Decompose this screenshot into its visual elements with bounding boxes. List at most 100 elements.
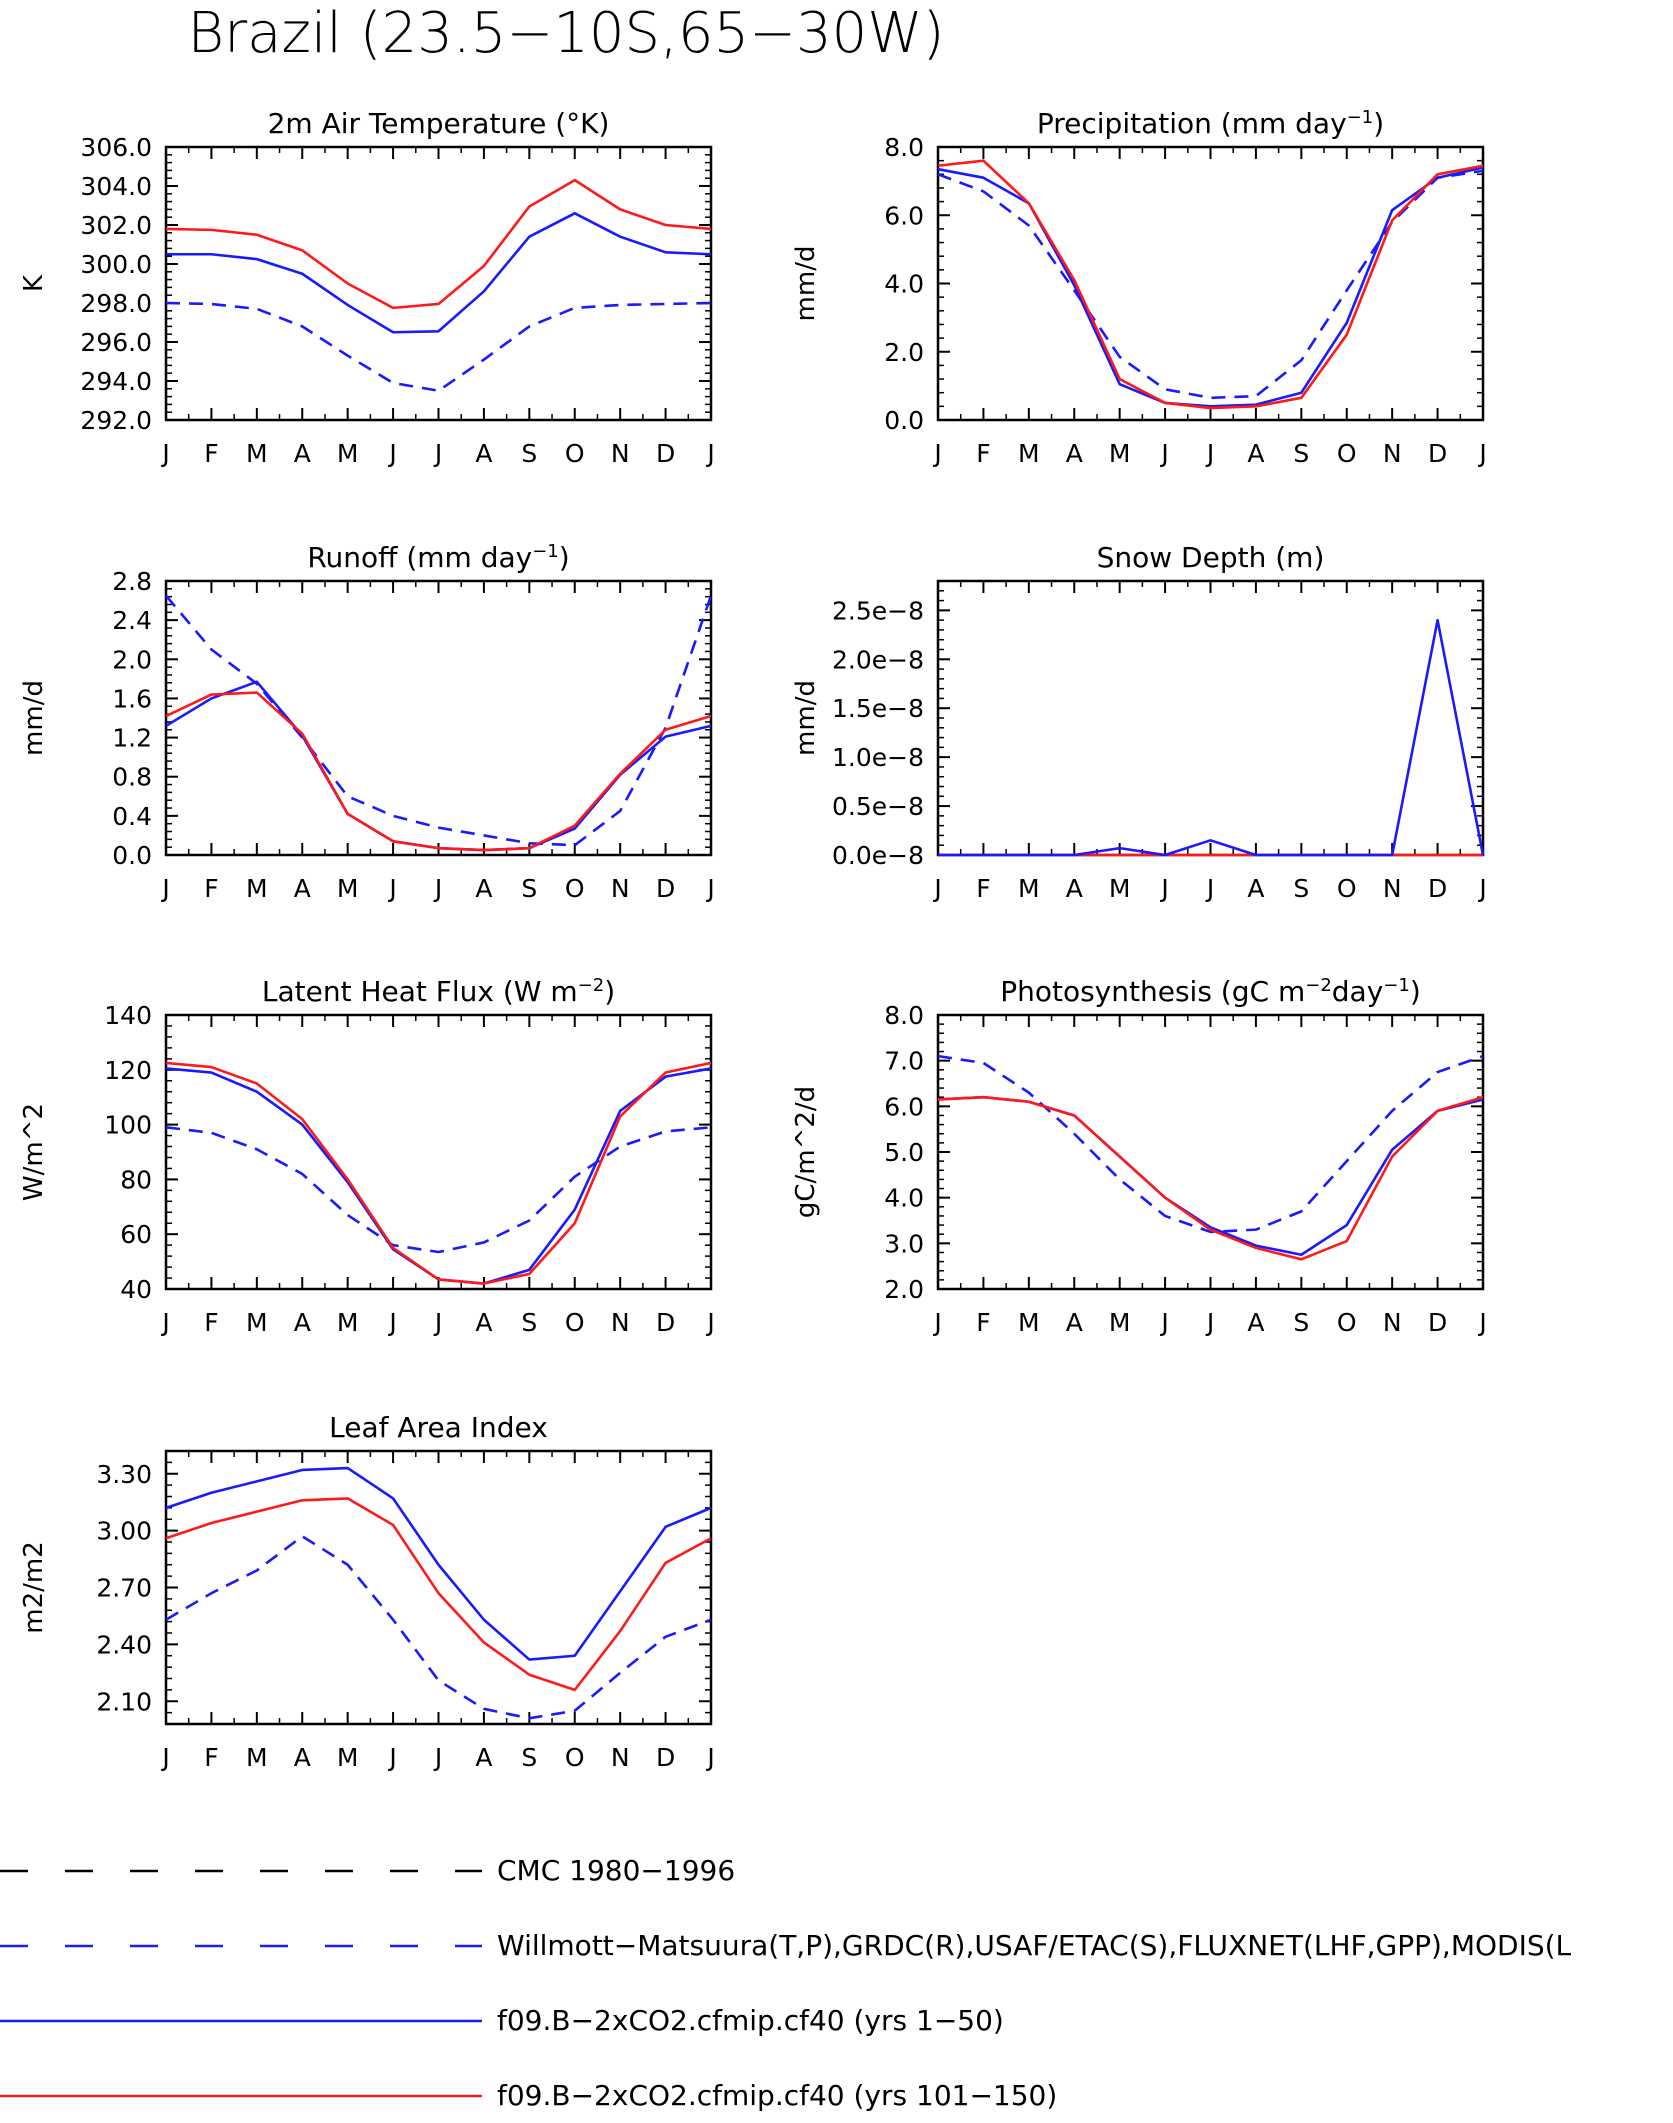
plot-frame xyxy=(164,1449,713,1726)
x-tick-label: N xyxy=(611,1308,630,1337)
x-tick-label: A xyxy=(475,439,492,468)
y-tick-label: 302.0 xyxy=(80,211,152,240)
x-tick-label: O xyxy=(565,439,585,468)
x-tick-label: J xyxy=(433,1308,442,1337)
x-tick-label: M xyxy=(337,439,359,468)
y-tick-label: 298.0 xyxy=(80,289,152,318)
x-tick-label: J xyxy=(433,439,442,468)
x-tick-label: A xyxy=(475,874,492,903)
y-axis-label: m2/m2 xyxy=(19,1541,49,1634)
x-tick-label: F xyxy=(976,874,990,903)
y-tick-label: 8.0 xyxy=(884,1001,924,1030)
x-tick-label: F xyxy=(976,439,990,468)
panel-title: Runoff (mm day−1) xyxy=(307,541,569,575)
y-tick-label: 1.6 xyxy=(112,684,152,713)
x-tick-label: M xyxy=(1018,1308,1040,1337)
y-tick-label: 4.0 xyxy=(884,1184,924,1213)
x-tick-label: S xyxy=(521,1743,537,1772)
y-axis-label: mm/d xyxy=(791,246,821,322)
series-line-yrs1_50 xyxy=(165,1466,712,1661)
x-tick-label: O xyxy=(1337,1308,1357,1337)
legend: CMC 1980−1996 Willmott−Matsuura(T,P),GRDC… xyxy=(0,1854,1572,2112)
y-tick-label: 0.0 xyxy=(112,841,152,870)
panel-title: Leaf Area Index xyxy=(329,1411,548,1444)
y-tick-label: 2.70 xyxy=(96,1574,152,1603)
x-tick-label: M xyxy=(246,1308,268,1337)
legend-label-cmc: CMC 1980−1996 xyxy=(497,1854,735,1887)
x-tick-label: O xyxy=(565,1308,585,1337)
x-tick-label: J xyxy=(160,1743,169,1772)
panels: J F M A M J J A S O N D J292.0294.0296.0298.0300.030… xyxy=(19,107,1487,1773)
x-tick-label: A xyxy=(294,874,311,903)
x-tick-label: M xyxy=(246,439,268,468)
x-tick-label: A xyxy=(1066,874,1083,903)
y-tick-label: 304.0 xyxy=(80,172,152,201)
x-tick-label: J xyxy=(705,874,714,903)
x-tick-label: J xyxy=(433,1743,442,1772)
x-tick-label: D xyxy=(656,874,675,903)
y-tick-label: 2.5e−8 xyxy=(832,596,924,625)
x-tick-label: S xyxy=(521,439,537,468)
series-line-obs xyxy=(165,594,713,847)
x-tick-label: M xyxy=(1109,1308,1131,1337)
y-tick-label: 2.0 xyxy=(884,1275,924,1304)
x-tick-label: M xyxy=(337,874,359,903)
x-tick-label: J xyxy=(1205,1308,1214,1337)
x-tick-label: D xyxy=(656,439,675,468)
y-tick-label: 80 xyxy=(120,1165,152,1194)
x-tick-label: J xyxy=(160,1308,169,1337)
y-tick-label: 2.0e−8 xyxy=(832,645,924,674)
x-tick-label: J xyxy=(1159,1308,1168,1337)
x-tick-label: O xyxy=(1337,439,1357,468)
panel-snow: J F M A M J J A S O N D J0.0e−80.5e−81.0e−81.5e−82.0… xyxy=(791,541,1487,903)
panel-title: 2m Air Temperature (°K) xyxy=(268,107,610,140)
panel-runoff: J F M A M J J A S O N D J0.00.40.81.21.62.02.42.8Run… xyxy=(19,541,715,904)
plot-frame xyxy=(936,1013,1485,1291)
x-tick-label: F xyxy=(204,439,218,468)
series-line-yrs101_150 xyxy=(165,1497,712,1692)
y-tick-label: 0.8 xyxy=(112,763,152,792)
y-tick-label: 120 xyxy=(104,1056,152,1085)
x-tick-label: J xyxy=(387,439,396,468)
y-axis-label: K xyxy=(19,274,49,292)
series-line-obs xyxy=(937,1054,1484,1234)
series-line-yrs101_150 xyxy=(165,691,712,852)
legend-label-yrs1_50: f09.B−2xCO2.cfmip.cf40 (yrs 1−50) xyxy=(497,2004,1004,2037)
y-tick-label: 4.0 xyxy=(884,270,924,299)
series-line-yrs101_150 xyxy=(165,1061,712,1285)
panel-title: Precipitation (mm day−1) xyxy=(1037,107,1384,141)
x-tick-label: J xyxy=(387,1743,396,1772)
y-tick-label: 0.0e−8 xyxy=(832,841,924,870)
x-tick-label: S xyxy=(521,874,537,903)
x-tick-label: M xyxy=(1018,439,1040,468)
x-tick-label: M xyxy=(1109,439,1131,468)
x-tick-label: A xyxy=(294,1743,311,1772)
x-tick-label: N xyxy=(1383,439,1402,468)
y-tick-label: 3.00 xyxy=(96,1517,152,1546)
panel-precip: J F M A M J J A S O N D J0.02.04.06.08.0Precipitatio… xyxy=(791,107,1487,469)
x-tick-label: M xyxy=(337,1308,359,1337)
x-tick-label: M xyxy=(337,1743,359,1772)
x-tick-label: A xyxy=(1066,439,1083,468)
y-tick-label: 306.0 xyxy=(80,133,152,162)
x-tick-label: A xyxy=(1247,874,1264,903)
x-tick-label: M xyxy=(246,874,268,903)
y-tick-label: 292.0 xyxy=(80,406,152,435)
x-tick-label: A xyxy=(1066,1308,1083,1337)
series-line-yrs101_150 xyxy=(937,1095,1484,1261)
y-tick-label: 3.0 xyxy=(884,1229,924,1258)
y-tick-label: 2.4 xyxy=(112,606,152,635)
y-tick-label: 2.0 xyxy=(112,645,152,674)
x-tick-label: J xyxy=(932,874,941,903)
x-tick-label: M xyxy=(1109,874,1131,903)
x-tick-label: J xyxy=(932,439,941,468)
x-tick-label: O xyxy=(565,874,585,903)
panel-gpp: J F M A M J J A S O N D J2.03.04.05.06.07.08.0Photos… xyxy=(791,975,1487,1338)
x-tick-label: J xyxy=(705,439,714,468)
panel-title: Snow Depth (m) xyxy=(1097,541,1325,574)
plot-frame xyxy=(164,1013,713,1291)
y-tick-label: 300.0 xyxy=(80,250,152,279)
y-tick-label: 8.0 xyxy=(884,133,924,162)
x-tick-label: N xyxy=(611,1743,630,1772)
y-tick-label: 0.0 xyxy=(884,406,924,435)
